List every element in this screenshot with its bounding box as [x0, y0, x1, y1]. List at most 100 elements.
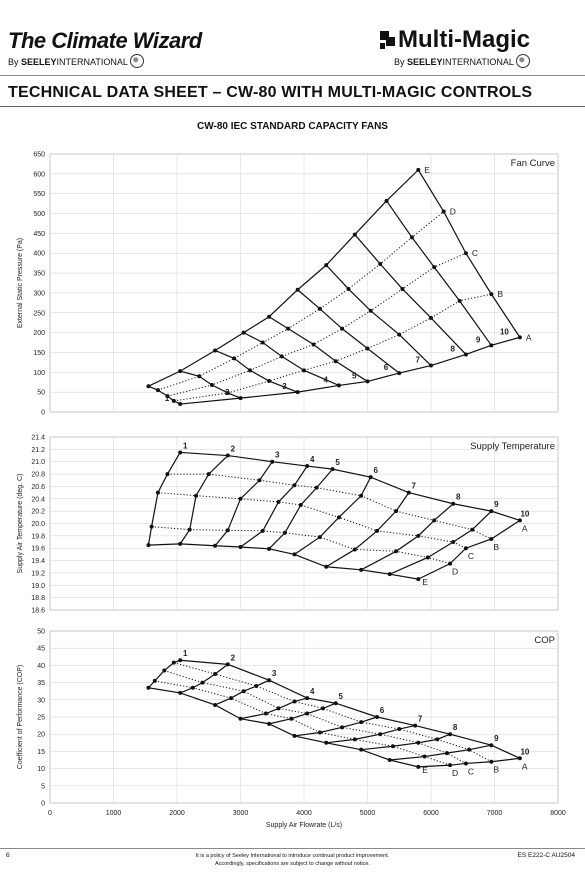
data-point — [178, 658, 183, 663]
data-point — [238, 716, 243, 721]
y-tick-label: 50 — [37, 390, 45, 397]
speed-label: 4 — [310, 687, 315, 696]
y-tick-label: 20 — [37, 732, 45, 739]
y-tick-label: 0 — [41, 410, 45, 417]
y-tick-label: 250 — [33, 310, 45, 317]
data-point — [171, 398, 176, 403]
data-point — [171, 660, 176, 665]
x-tick-label: 1000 — [106, 810, 122, 817]
data-point — [359, 720, 364, 725]
globe-icon — [516, 54, 531, 68]
curve-label-C: C — [472, 248, 478, 258]
data-point — [317, 306, 322, 311]
data-point — [375, 528, 380, 533]
x-tick-label: 8000 — [550, 810, 566, 817]
page-number: 6 — [6, 852, 10, 859]
x-axis-label: Supply Air Flowrate (L/s) — [266, 822, 342, 829]
speed-label: 2 — [225, 388, 230, 397]
speed-label: 5 — [335, 458, 340, 467]
data-point — [317, 730, 322, 735]
data-point — [146, 384, 151, 389]
x-tick-label: 6000 — [423, 810, 439, 817]
data-point — [463, 352, 468, 357]
speed-label: 6 — [384, 363, 389, 372]
data-point — [330, 467, 335, 472]
curve-label-B: B — [497, 289, 503, 299]
data-point — [397, 332, 402, 337]
data-point — [517, 335, 522, 340]
speed-line-9 — [389, 744, 492, 761]
y-tick-label: 35 — [37, 680, 45, 687]
curve-label-C: C — [468, 551, 474, 561]
speed-label: 7 — [412, 482, 417, 491]
data-point — [368, 475, 373, 480]
data-point — [457, 298, 462, 303]
speed-label: 10 — [520, 747, 529, 756]
footer-note: It is a policy of Seeley International t… — [0, 852, 585, 868]
data-point — [311, 342, 316, 347]
data-point — [422, 754, 427, 759]
speed-label: 3 — [282, 382, 287, 391]
data-point — [397, 727, 402, 732]
byline-brand: SEELEY — [21, 57, 57, 67]
data-point — [178, 402, 183, 407]
data-point — [324, 263, 329, 268]
x-tick-label: 4000 — [296, 810, 312, 817]
data-point — [409, 235, 414, 240]
speed-label: 9 — [494, 500, 499, 509]
y-axis-label: Coefficient of Performance (COP) — [17, 665, 24, 770]
data-point — [321, 706, 326, 711]
speed-label: 2 — [231, 653, 236, 662]
data-point — [238, 396, 243, 401]
data-point — [190, 685, 195, 690]
y-tick-label: 19.8 — [31, 533, 45, 540]
system-curve-B — [151, 526, 451, 565]
data-point — [375, 715, 380, 719]
data-point — [292, 699, 297, 704]
data-point — [165, 472, 170, 477]
speed-label: 10 — [500, 327, 509, 336]
data-point — [257, 478, 262, 483]
y-tick-label: 25 — [37, 715, 45, 722]
system-curve-B — [157, 211, 445, 391]
y-tick-label: 550 — [33, 191, 45, 198]
data-point — [352, 737, 357, 742]
byline-prefix: By — [394, 57, 405, 67]
data-point — [292, 552, 297, 557]
curve-label-A: A — [522, 523, 528, 533]
speed-label: 3 — [272, 669, 277, 678]
data-point — [365, 346, 370, 351]
data-point — [397, 371, 402, 376]
data-point — [517, 756, 522, 761]
data-point — [451, 501, 456, 506]
data-point — [155, 490, 160, 495]
data-point — [178, 450, 183, 455]
data-point — [324, 564, 329, 569]
byline-brand: SEELEY — [407, 57, 443, 67]
y-tick-label: 21.0 — [31, 459, 45, 466]
speed-line-1 — [147, 659, 181, 689]
speed-label: 4 — [323, 375, 328, 384]
y-tick-label: 0 — [41, 801, 45, 808]
data-point — [187, 527, 192, 532]
data-point — [302, 368, 306, 373]
curve-label-E: E — [422, 577, 428, 587]
data-point — [314, 485, 319, 490]
data-point — [463, 251, 468, 256]
data-point — [435, 737, 440, 742]
y-tick-label: 20.2 — [31, 509, 45, 516]
system-curve-A — [180, 659, 521, 759]
speed-label: 5 — [339, 692, 344, 701]
speed-line-8 — [360, 503, 454, 571]
curve-label-B: B — [493, 765, 499, 775]
system-curve-A — [180, 451, 521, 521]
data-point — [149, 524, 154, 529]
y-tick-label: 300 — [33, 290, 45, 297]
speed-line-2 — [179, 455, 229, 545]
multi-magic-logo-byline: By SEELEYINTERNATIONAL — [394, 54, 531, 68]
data-point — [162, 668, 167, 673]
data-point — [317, 535, 322, 540]
data-point — [155, 388, 160, 393]
data-point — [254, 684, 259, 689]
speed-label: 7 — [416, 356, 421, 365]
